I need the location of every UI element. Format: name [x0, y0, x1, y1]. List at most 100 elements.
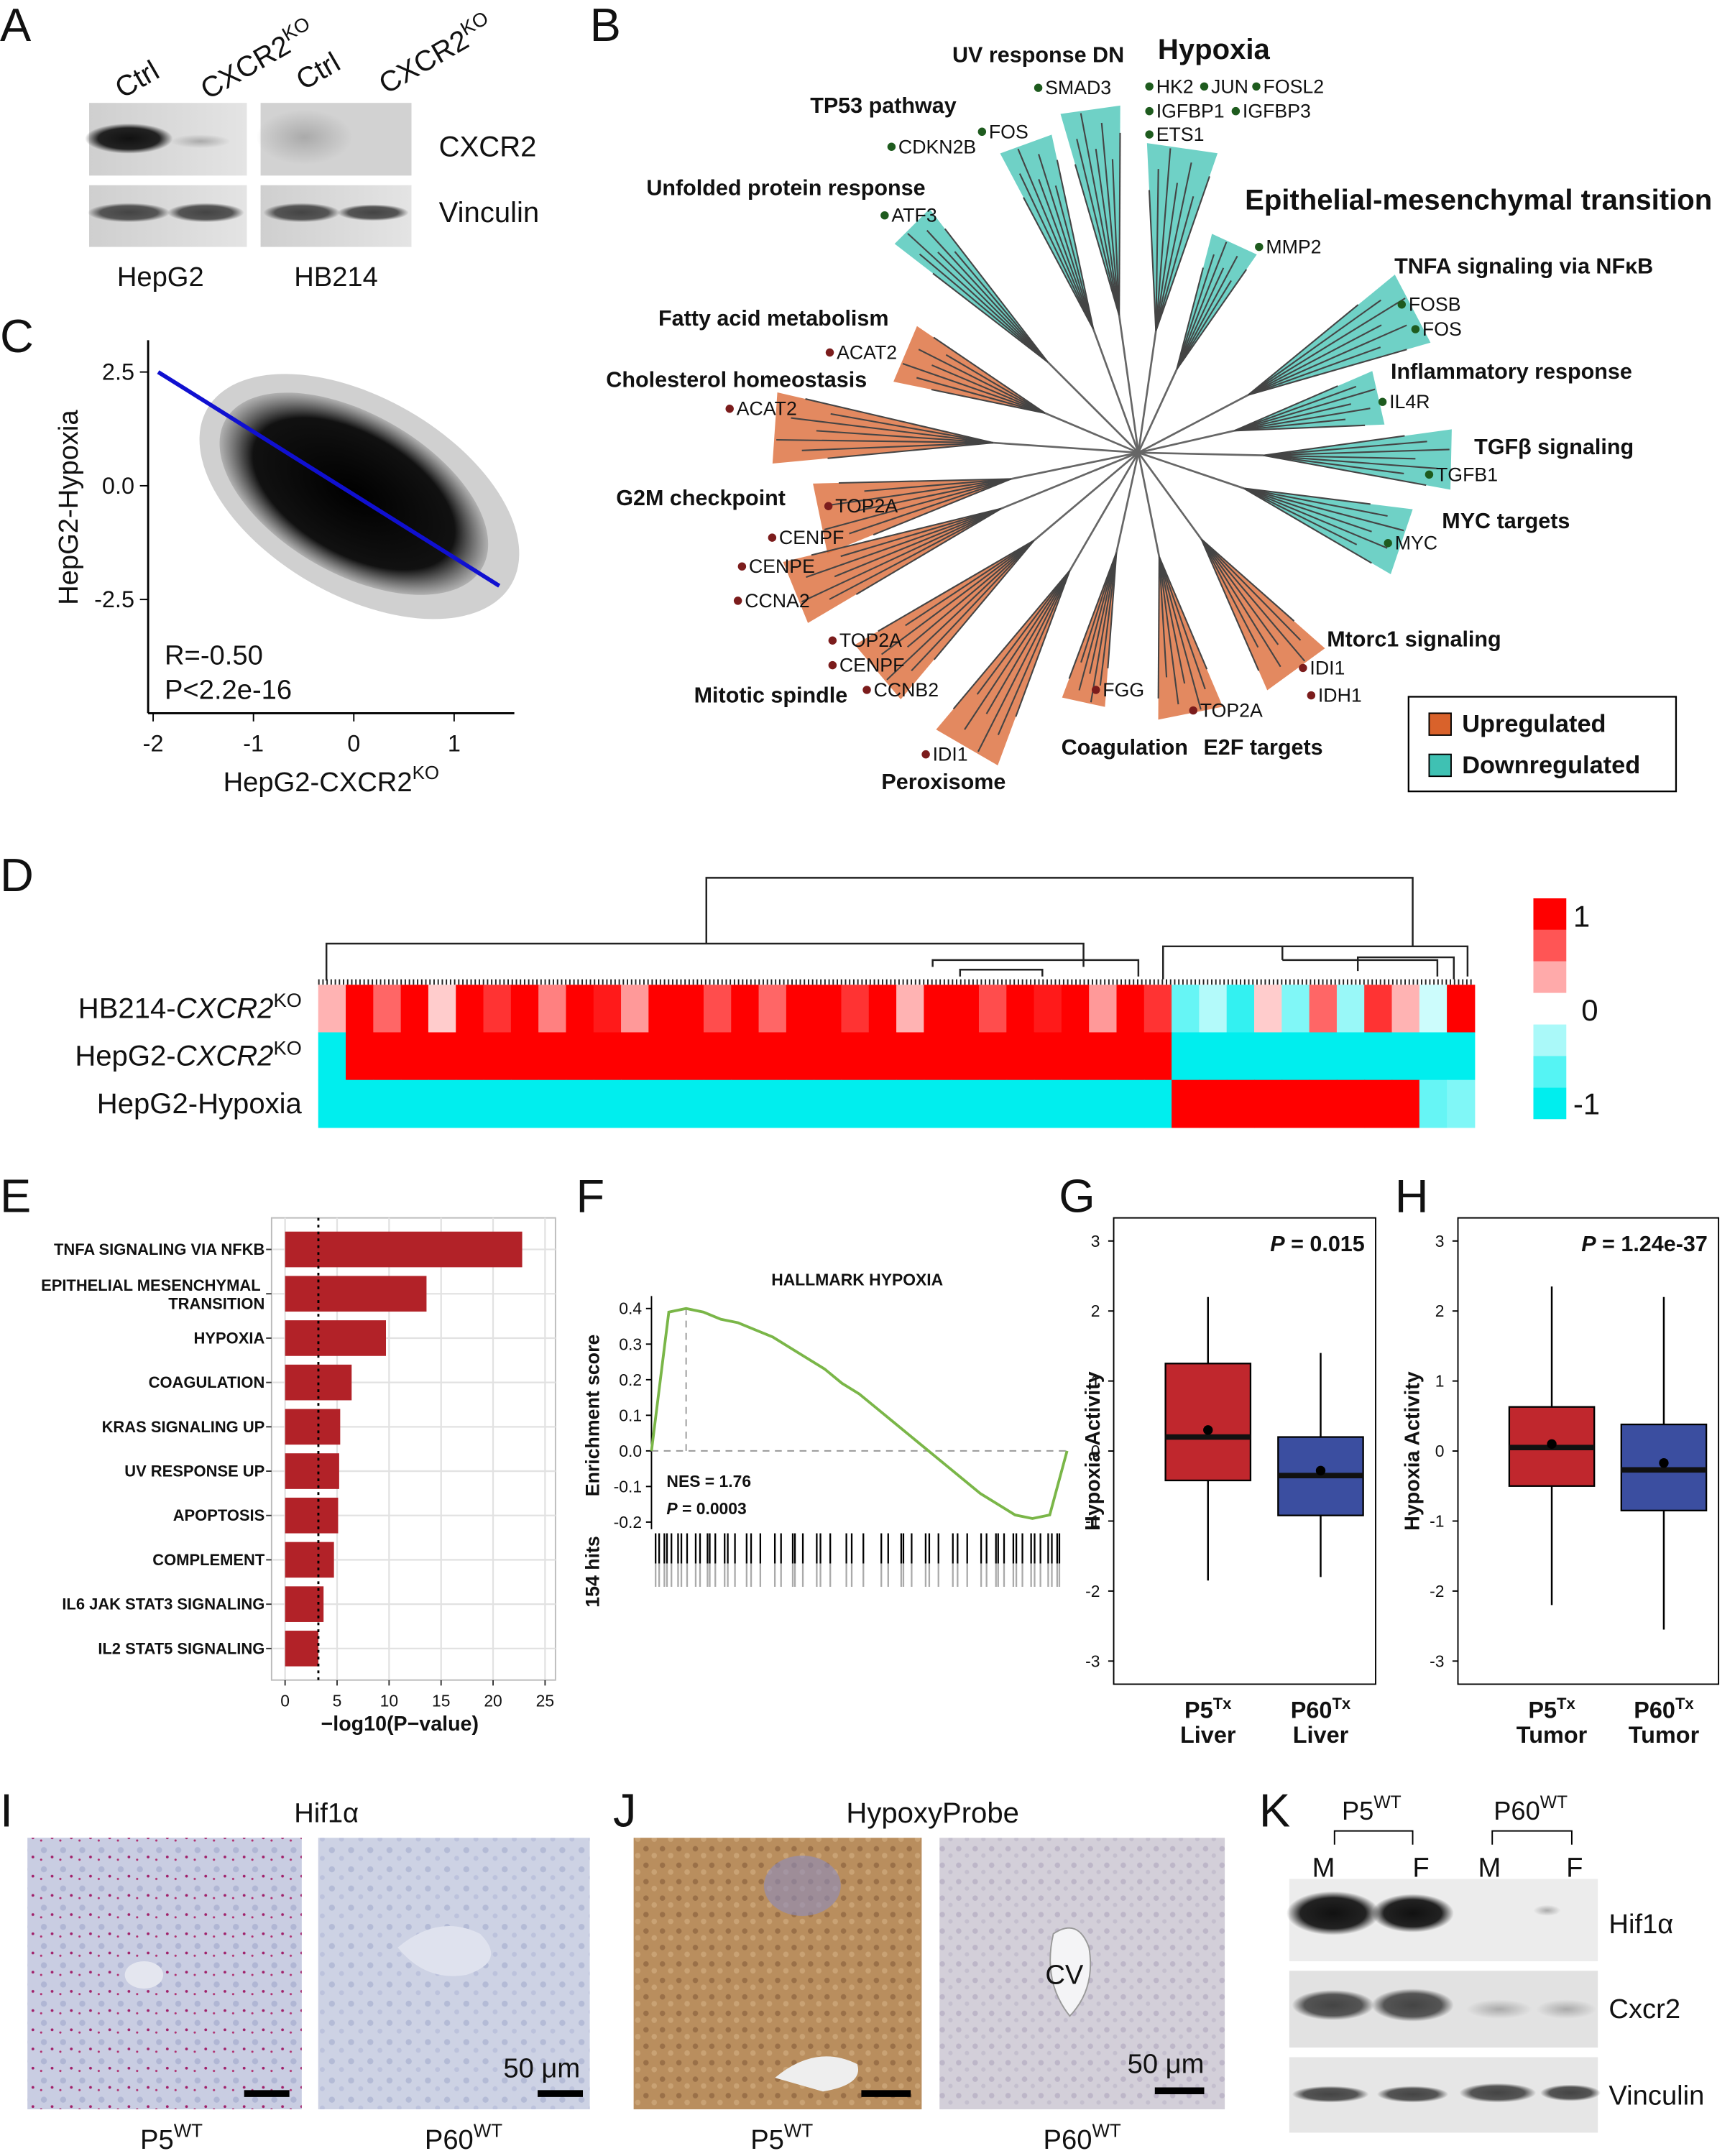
- lane-label: M: [1478, 1853, 1501, 1884]
- heatmap-cell: [1309, 1032, 1338, 1081]
- tree-branch: [1155, 195, 1195, 331]
- scale-label: 50 μm: [503, 2053, 580, 2083]
- panel-label: K: [1259, 1784, 1290, 1837]
- sample-label-part: P5: [750, 2124, 784, 2155]
- y-tick-label: -3: [1430, 1651, 1444, 1670]
- colorbar-block: [1533, 961, 1567, 993]
- y-tick-label: 0.0: [102, 473, 134, 499]
- legend-swatch: [1428, 753, 1452, 778]
- gene-dot: [828, 660, 837, 670]
- tree-branch: [997, 570, 1071, 735]
- tree-branch: [1234, 407, 1371, 432]
- heatmap-cell: [924, 985, 952, 1033]
- row-label: HepG2-Hypoxia: [97, 1088, 303, 1120]
- category-label-line: TRANSITION: [168, 1294, 264, 1312]
- tree-branch: [878, 540, 1035, 632]
- gene-dot: [887, 142, 896, 151]
- gene-label: IGFBP3: [1243, 101, 1311, 122]
- tree-branch: [1158, 556, 1206, 690]
- mean-dot: [1659, 1457, 1669, 1468]
- x-tick-label: 25: [536, 1691, 554, 1710]
- gene-label: ETS1: [1156, 124, 1205, 145]
- panel-label: H: [1395, 1170, 1429, 1222]
- heatmap-cell: [456, 985, 484, 1033]
- heatmap-cell: [1006, 1032, 1035, 1081]
- legend-swatch: [1428, 712, 1452, 736]
- row-label-part: KO: [273, 1036, 301, 1059]
- bar: [285, 1276, 427, 1312]
- gene-label: TOP2A: [1200, 700, 1263, 722]
- heatmap-cell: [731, 985, 760, 1033]
- colorbar-label: 0: [1581, 993, 1598, 1027]
- tree-branch: [1200, 538, 1281, 668]
- x-tick-label: -2: [143, 730, 164, 756]
- tree-branch: [1248, 324, 1382, 396]
- gene-dot: [825, 348, 834, 357]
- row-label-part: CXCR2: [176, 1041, 274, 1072]
- legend-box: [1407, 696, 1678, 793]
- sample-label-part: P60: [1044, 2124, 1092, 2155]
- category-label: APOPTOSIS: [173, 1506, 265, 1524]
- y-tick-label: 1: [1091, 1372, 1100, 1391]
- x-tick-label-part: Tx: [1675, 1694, 1694, 1712]
- x-axis-label: HepG2-CXCR2KO: [224, 763, 439, 797]
- heatmap-cell: [703, 1032, 732, 1081]
- group-label: P5WT: [1342, 1792, 1402, 1825]
- mean-dot: [1203, 1425, 1213, 1435]
- protein-label: Vinculin: [439, 197, 540, 229]
- lane-label: CXCR2KO: [193, 11, 321, 106]
- tree-branch: [805, 398, 993, 444]
- heatmap-cell: [400, 1032, 429, 1081]
- heatmap-cell: [676, 985, 704, 1033]
- heatmap-cell: [1419, 1032, 1448, 1081]
- chart-title: HALLMARK HYPOXIA: [771, 1271, 943, 1289]
- tree-branch: [1054, 185, 1095, 330]
- band: [170, 134, 231, 149]
- panel-label: D: [0, 849, 34, 901]
- heatmap-cell: [648, 1032, 677, 1081]
- tree-branch: [907, 233, 1049, 363]
- heatmap-cell: [1391, 1032, 1420, 1081]
- panel-label: C: [0, 310, 34, 362]
- y-tick-label: 0.3: [619, 1335, 642, 1353]
- tree-branch: [1017, 148, 1095, 330]
- term-label: Coagulation: [1062, 735, 1188, 760]
- x-tick-label-part: P60: [1634, 1697, 1675, 1723]
- structure-label: CV: [1045, 1960, 1084, 1991]
- gene-label: TOP2A: [839, 630, 902, 651]
- tree-branch: [1118, 132, 1121, 315]
- tree-branch: [964, 570, 1071, 730]
- term-label: MYC targets: [1442, 509, 1570, 533]
- tree-trunk: [1046, 361, 1139, 453]
- tree-trunk: [1137, 369, 1178, 453]
- heatmap-cell: [786, 1032, 815, 1081]
- term-label: Peroxisome: [881, 770, 1005, 794]
- tree-branch: [830, 413, 993, 444]
- heatmap-cell: [1034, 985, 1062, 1033]
- vessel: [775, 2056, 859, 2092]
- gene-dot: [862, 686, 871, 694]
- gene-dot: [921, 750, 930, 759]
- heatmap-cell: [1281, 985, 1310, 1033]
- tree-fan: [936, 570, 1070, 766]
- dendrogram-branch: [325, 942, 1085, 981]
- tree-trunk: [1138, 451, 1264, 456]
- tree-fan: [1248, 275, 1431, 395]
- tree-branch: [906, 540, 1035, 648]
- tree-branch: [937, 252, 1049, 363]
- blot-group: [85, 103, 412, 247]
- bar: [285, 1542, 334, 1578]
- heatmap-cell: [346, 985, 374, 1033]
- heatmap-cell: [1391, 1079, 1420, 1128]
- heatmap-cell: [593, 1032, 622, 1081]
- bar: [285, 1453, 339, 1489]
- bar: [285, 1231, 523, 1268]
- band: [1533, 1904, 1561, 1916]
- x-tick-label: Liver: [1293, 1722, 1349, 1748]
- protein-label: CXCR2: [439, 131, 537, 162]
- colorbar-block: [1533, 992, 1567, 1025]
- colorbar-block: [1533, 1024, 1567, 1056]
- tree-branch: [1100, 122, 1120, 316]
- heatmap-cell: [1199, 985, 1228, 1033]
